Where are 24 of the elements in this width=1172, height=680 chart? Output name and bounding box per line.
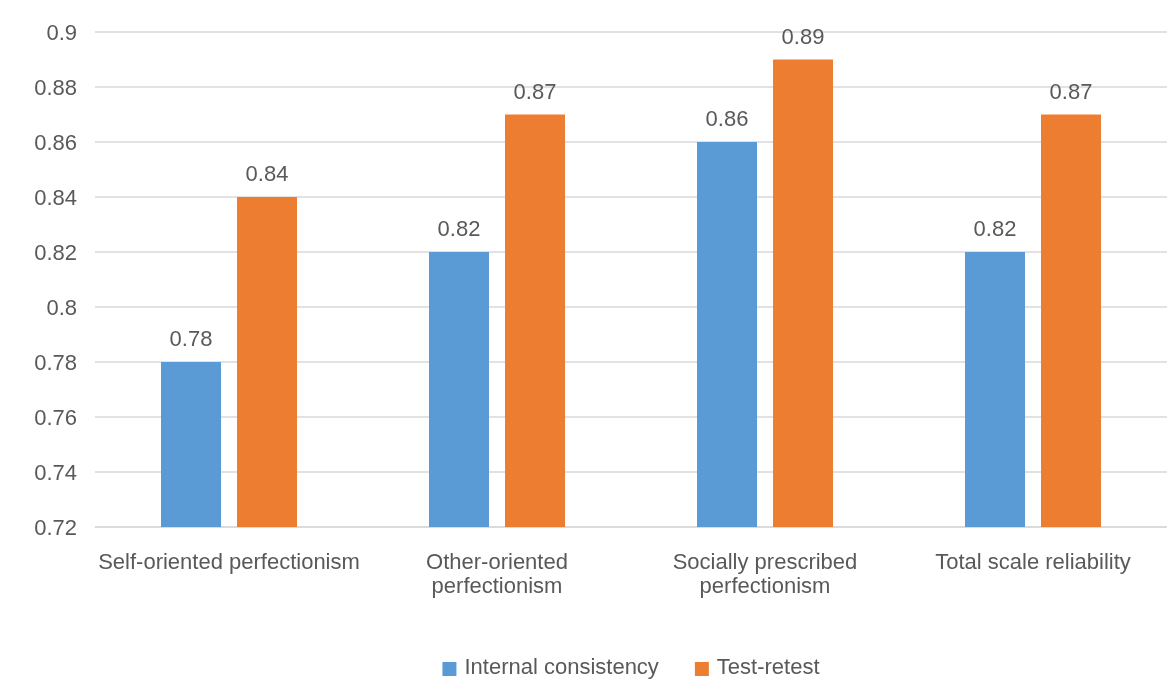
y-tick-label: 0.72 xyxy=(34,514,77,540)
y-tick-label: 0.8 xyxy=(46,294,77,320)
y-tick-label: 0.84 xyxy=(34,184,77,210)
y-tick-label: 0.82 xyxy=(34,239,77,265)
data-label: 0.87 xyxy=(513,78,557,104)
data-label: 0.86 xyxy=(705,106,749,131)
data-label: 0.82 xyxy=(437,216,481,241)
data-label: 0.82 xyxy=(973,216,1017,241)
legend-label: Test-retest xyxy=(716,654,820,679)
y-tick-label: 0.78 xyxy=(34,349,77,375)
y-tick-label: 0.74 xyxy=(34,459,77,485)
data-label: 0.89 xyxy=(781,23,825,49)
y-tick-label: 0.86 xyxy=(34,129,77,155)
data-label: 0.87 xyxy=(1049,78,1093,104)
x-tick-label: Socially prescribed perfectionism xyxy=(672,548,858,598)
y-tick-label: 0.88 xyxy=(34,74,77,100)
y-tick-label: 0.9 xyxy=(46,19,77,45)
data-label: 0.84 xyxy=(245,161,289,186)
x-tick-label: Other-oriented perfectionism xyxy=(426,548,568,598)
legend-label: Internal consistency xyxy=(464,654,659,679)
y-tick-label: 0.76 xyxy=(34,404,77,430)
data-label: 0.78 xyxy=(169,326,213,351)
x-tick-label: Self-oriented perfectionism xyxy=(98,548,360,574)
x-tick-label: Total scale reliability xyxy=(935,548,1131,574)
